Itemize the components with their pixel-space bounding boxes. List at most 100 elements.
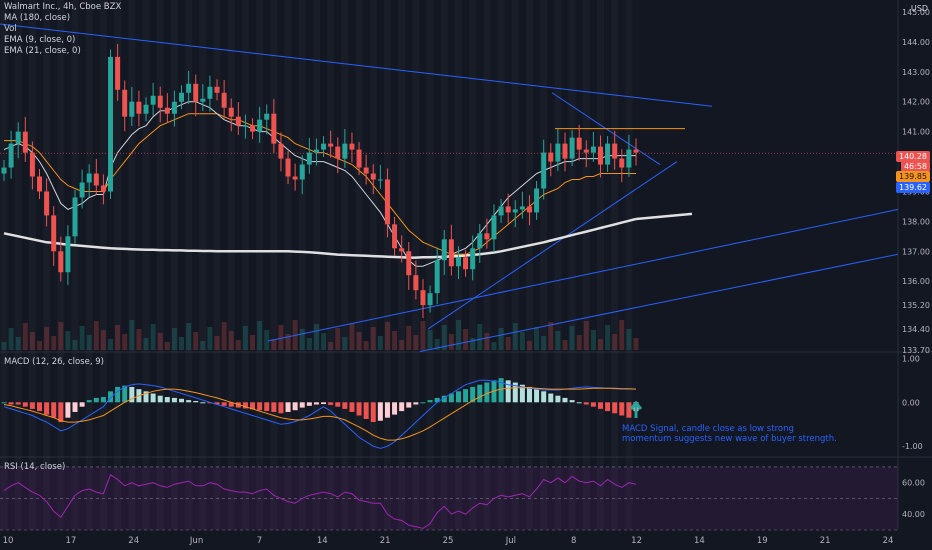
session-stripe (227, 0, 235, 530)
macd-signal-line (3, 387, 637, 441)
macd-histogram-bar (271, 402, 277, 412)
macd-histogram-bar (583, 402, 589, 405)
macd-histogram-bar (605, 402, 611, 412)
volume-bar (484, 333, 490, 350)
candle-body (306, 152, 312, 165)
candle-body (8, 143, 14, 168)
legend-ema9: EMA (9, close, 0) (4, 35, 76, 45)
volume-bar (356, 332, 362, 350)
volume-bar (597, 339, 603, 350)
macd-histogram-bar (22, 402, 28, 407)
macd-histogram-bar (384, 402, 390, 418)
volume-bar (619, 320, 625, 350)
session-stripe (99, 0, 107, 530)
volume-bar (51, 336, 57, 350)
macd-histogram-bar (228, 402, 234, 407)
volume-bar (321, 333, 327, 350)
session-stripe (256, 0, 264, 530)
macd-histogram-bar (157, 395, 163, 403)
candle-body (313, 149, 319, 153)
volume-bar (626, 329, 632, 350)
candle-body (427, 293, 433, 306)
candle-body (214, 86, 220, 93)
x-tick-label: 17 (65, 536, 76, 546)
x-tick-label: 21 (820, 536, 831, 546)
macd-histogram-bar (363, 402, 369, 419)
rsi-line (3, 474, 637, 529)
volume-bar (434, 339, 440, 350)
macd-histogram-bar (108, 391, 114, 403)
session-stripe (596, 0, 605, 530)
macd-histogram-bar (79, 402, 85, 407)
macd-histogram-bar (257, 402, 263, 411)
volume-bar (86, 335, 92, 350)
session-stripe (0, 0, 8, 530)
candle-body (406, 251, 412, 276)
trendline-ascending (427, 161, 678, 330)
candle-body (484, 233, 490, 240)
volume-bar (37, 341, 43, 350)
macd-histogram-bar (129, 386, 135, 403)
candle-body (271, 113, 277, 144)
volume-bar (441, 325, 447, 350)
candle-body (143, 104, 149, 114)
candle-body (455, 257, 461, 267)
volume-bar (328, 342, 334, 350)
volume-bar (377, 336, 383, 350)
volume-bar (505, 337, 511, 350)
candle-body (413, 275, 419, 291)
volume-bar (65, 331, 71, 350)
volume-bar (235, 340, 241, 350)
session-stripe (341, 0, 349, 530)
volume-bar (44, 327, 50, 350)
ma180-line (3, 217, 637, 259)
candle-body (399, 248, 405, 252)
candle-body (321, 143, 327, 150)
volume-bar (427, 330, 433, 350)
macd-histogram-bar (299, 402, 305, 408)
trendline-channel-upper (267, 208, 899, 342)
rsi-y-tick: 40.00 (902, 510, 925, 519)
macd-histogram-bar (420, 402, 426, 404)
macd-histogram-bar (200, 402, 206, 404)
x-tick-label: 21 (380, 536, 391, 546)
candle-body (129, 101, 135, 117)
macd-histogram-bar (377, 402, 383, 421)
macd-histogram-bar (484, 382, 490, 403)
session-stripe (483, 0, 491, 530)
volume-bar (583, 321, 589, 350)
legend-title: Walmart Inc., 4h, Cboe BZX (4, 2, 122, 12)
candle-body (505, 206, 511, 213)
candle-body (115, 56, 121, 90)
candle-body (356, 149, 362, 168)
macd-histogram-bar (250, 402, 256, 410)
candle-body (342, 143, 348, 159)
candle-body (392, 224, 398, 249)
session-stripe (497, 0, 505, 530)
legend-ma180: MA (180, close) (4, 13, 71, 23)
candle-body (51, 215, 57, 252)
candle-body (470, 248, 476, 270)
candle-body (285, 158, 291, 177)
candle-body (1, 167, 7, 174)
candle-body (72, 197, 78, 237)
session-stripe (525, 0, 534, 530)
y-tick-label: 141.00 (902, 128, 930, 137)
candle-body (583, 149, 589, 153)
annotation-arrow (629, 400, 643, 418)
x-tick-label: 19 (757, 536, 768, 546)
volume-bar (29, 332, 35, 350)
volume-bar (278, 325, 284, 350)
candle-body (541, 152, 547, 189)
candle-body (526, 206, 532, 213)
candle-body (15, 131, 21, 144)
candle-body (562, 143, 568, 159)
volume-bar (463, 329, 469, 350)
macd-histogram-bar (427, 400, 433, 403)
volume-bar (200, 341, 206, 350)
candle-body (576, 137, 582, 150)
volume-bar (384, 322, 390, 350)
y-tick-label: 145.00 (902, 8, 930, 17)
candle-body (555, 143, 561, 162)
y-tick-label: 136.00 (902, 277, 930, 286)
